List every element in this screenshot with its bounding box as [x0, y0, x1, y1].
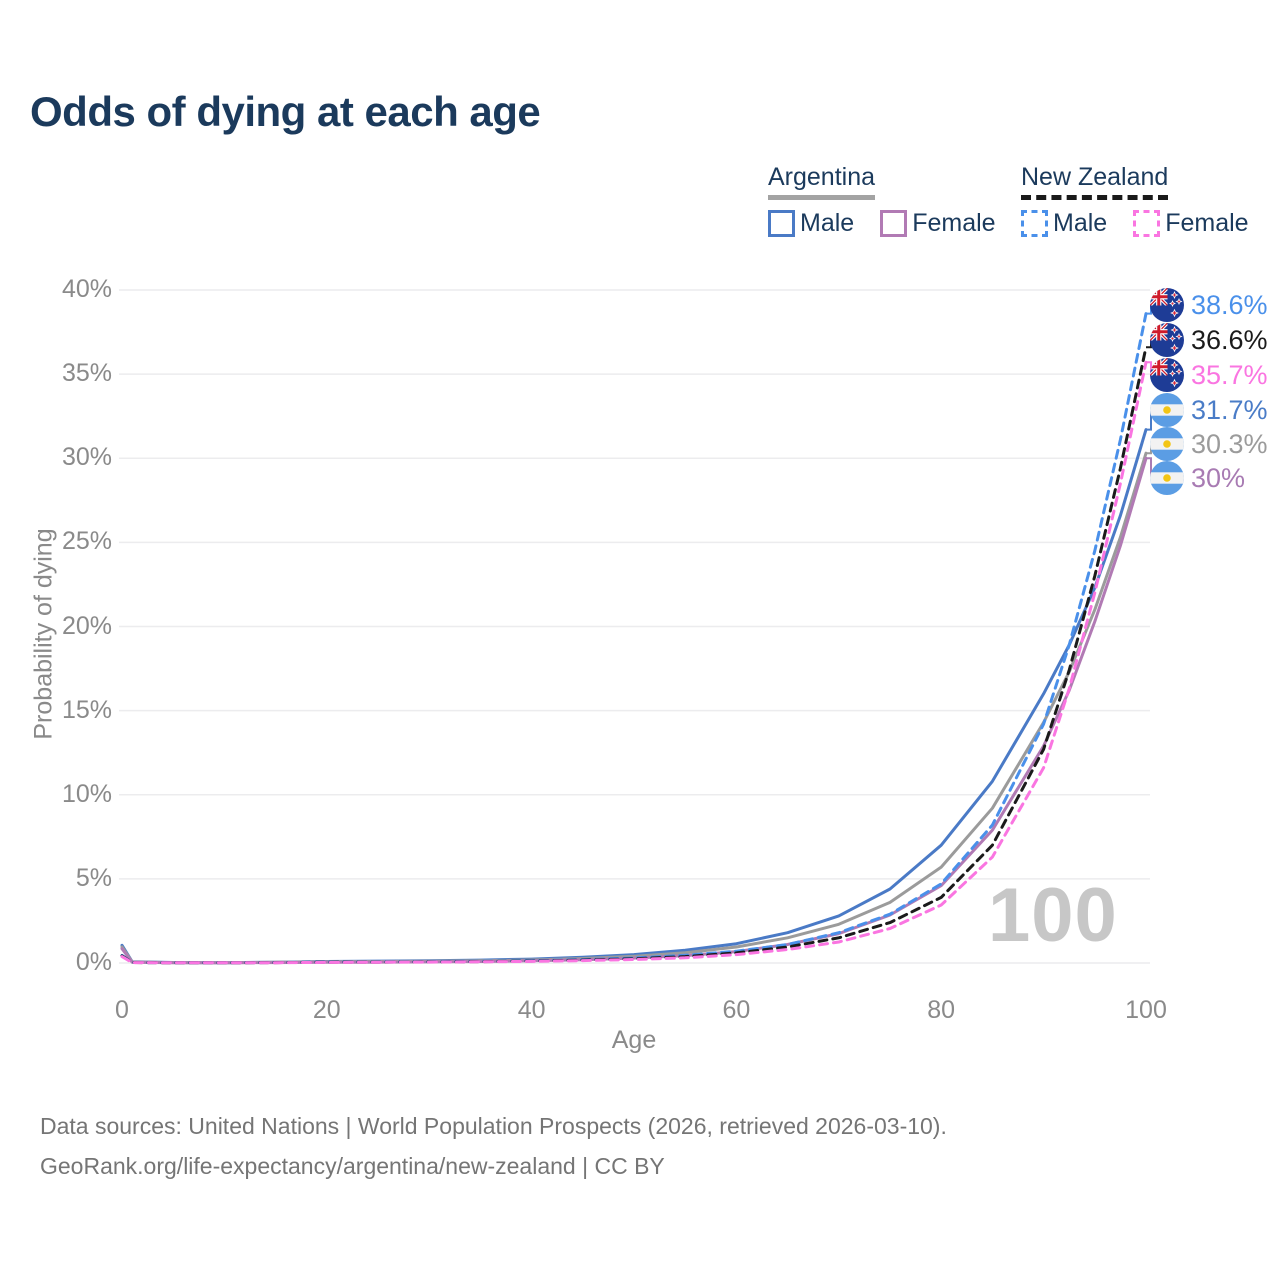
y-tick-label: 0%: [75, 948, 112, 976]
end-label-value: 31.7%: [1191, 394, 1268, 425]
x-tick-label: 0: [115, 996, 129, 1024]
end-label-value: 30%: [1191, 462, 1246, 493]
footer: Data sources: United Nations | World Pop…: [40, 1106, 947, 1186]
legend-item-new-zealand-female[interactable]: Female: [1133, 209, 1249, 238]
page-title: Odds of dying at each age: [30, 88, 541, 135]
footer-attribution: GeoRank.org/life-expectancy/argentina/ne…: [40, 1153, 665, 1179]
y-tick-label: 15%: [61, 695, 112, 724]
argentina-flag-icon: [1150, 461, 1184, 495]
end-label-argentina-both-sexes: 30.3%: [1150, 427, 1268, 461]
argentina-female-swatch: [880, 210, 908, 237]
y-tick-label: 20%: [61, 611, 112, 640]
x-tick-label: 100: [1125, 996, 1167, 1024]
legend-item-argentina-female[interactable]: Female: [880, 209, 996, 238]
y-tick-label: 40%: [61, 275, 112, 303]
end-label-value: 35.7%: [1191, 359, 1268, 390]
y-tick-label: 35%: [61, 359, 112, 388]
new-zealand-flag-icon: [1150, 323, 1184, 357]
legend-group-new-zealand: New Zealand Male Female: [1021, 163, 1249, 238]
end-label-new-zealand-male: 38.6%: [1150, 288, 1268, 322]
series-line-new-zealand-male: [120, 312, 1148, 965]
x-tick-label: 60: [722, 996, 751, 1024]
age-watermark: 100: [988, 873, 1118, 958]
legend-label: Female: [912, 209, 996, 237]
legend-country-argentina[interactable]: Argentina: [768, 163, 876, 200]
legend-group-argentina: Argentina Male Female: [768, 163, 996, 238]
x-axis-title: Age: [611, 1026, 657, 1054]
series-line-new-zealand-female: [120, 360, 1148, 965]
end-label-value: 38.6%: [1191, 289, 1268, 320]
line-chart-plot: [119, 289, 1157, 965]
x-tick-label: 20: [312, 996, 341, 1024]
footer-data-sources: Data sources: United Nations | World Pop…: [40, 1113, 947, 1139]
end-label-argentina-female: 30%: [1150, 461, 1245, 495]
y-tick-label: 30%: [61, 443, 112, 472]
x-tick-label: 80: [927, 996, 956, 1024]
new-zealand-male-swatch: [1021, 210, 1048, 237]
argentina-flag-icon: [1150, 393, 1184, 427]
end-label-value: 30.3%: [1191, 428, 1268, 459]
x-tick-label: 40: [517, 996, 546, 1024]
end-label-argentina-male: 31.7%: [1150, 393, 1268, 427]
y-tick-label: 10%: [61, 779, 112, 808]
legend-country-new-zealand[interactable]: New Zealand: [1021, 163, 1169, 200]
end-label-new-zealand-both-sexes: 36.6%: [1150, 323, 1268, 357]
end-label-new-zealand-female: 35.7%: [1150, 358, 1268, 392]
legend-item-new-zealand-male[interactable]: Male: [1021, 209, 1107, 238]
y-tick-label: 5%: [75, 863, 112, 892]
new-zealand-flag-icon: [1150, 358, 1184, 392]
legend-label: Male: [800, 209, 855, 237]
y-tick-label: 25%: [61, 527, 112, 556]
argentina-male-swatch: [768, 210, 795, 237]
legend-label: Female: [1165, 209, 1249, 237]
argentina-flag-icon: [1150, 427, 1184, 461]
series-line-new-zealand-both-sexes: [120, 345, 1148, 965]
end-label-value: 36.6%: [1191, 324, 1268, 355]
legend-label: Male: [1053, 209, 1108, 237]
new-zealand-flag-icon: [1150, 288, 1184, 322]
legend-item-argentina-male[interactable]: Male: [768, 209, 854, 238]
new-zealand-female-swatch: [1133, 210, 1161, 237]
